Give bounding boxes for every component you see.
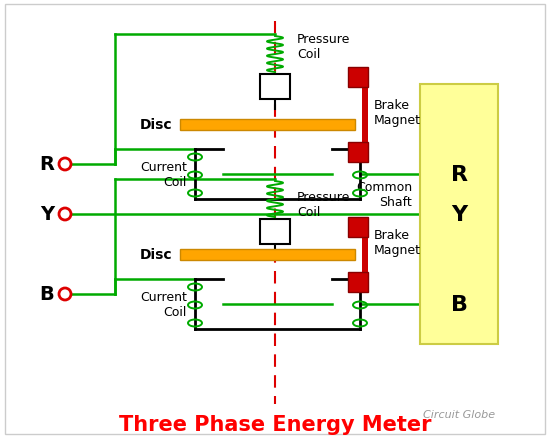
Bar <box>362 217 368 292</box>
Text: Disc: Disc <box>139 247 172 261</box>
Text: Pressure
Coil: Pressure Coil <box>297 33 350 61</box>
Text: R: R <box>450 165 468 184</box>
Bar <box>362 87 368 162</box>
Text: B: B <box>450 294 468 314</box>
Text: Pressure
Coil: Pressure Coil <box>297 191 350 219</box>
Bar <box>348 142 368 162</box>
Text: Current
Coil: Current Coil <box>140 290 187 318</box>
Bar <box>420 85 498 344</box>
Bar <box>348 67 368 87</box>
Text: Y: Y <box>40 205 54 224</box>
Text: R: R <box>40 155 54 174</box>
Bar <box>260 219 290 244</box>
Text: Circuit Globe: Circuit Globe <box>423 409 495 419</box>
Text: Three Phase Energy Meter: Three Phase Energy Meter <box>119 414 431 434</box>
Text: Disc: Disc <box>139 118 172 132</box>
Bar <box>348 217 368 237</box>
Bar <box>260 75 290 100</box>
Bar <box>180 249 355 260</box>
Text: Current
Coil: Current Coil <box>140 161 187 189</box>
Text: Brake
Magnet: Brake Magnet <box>374 229 421 256</box>
Bar <box>180 119 355 130</box>
Text: B: B <box>40 285 54 304</box>
Text: Common
Shaft: Common Shaft <box>356 180 412 208</box>
Bar <box>348 272 368 292</box>
Text: Y: Y <box>451 205 467 225</box>
Text: Brake
Magnet: Brake Magnet <box>374 99 421 127</box>
